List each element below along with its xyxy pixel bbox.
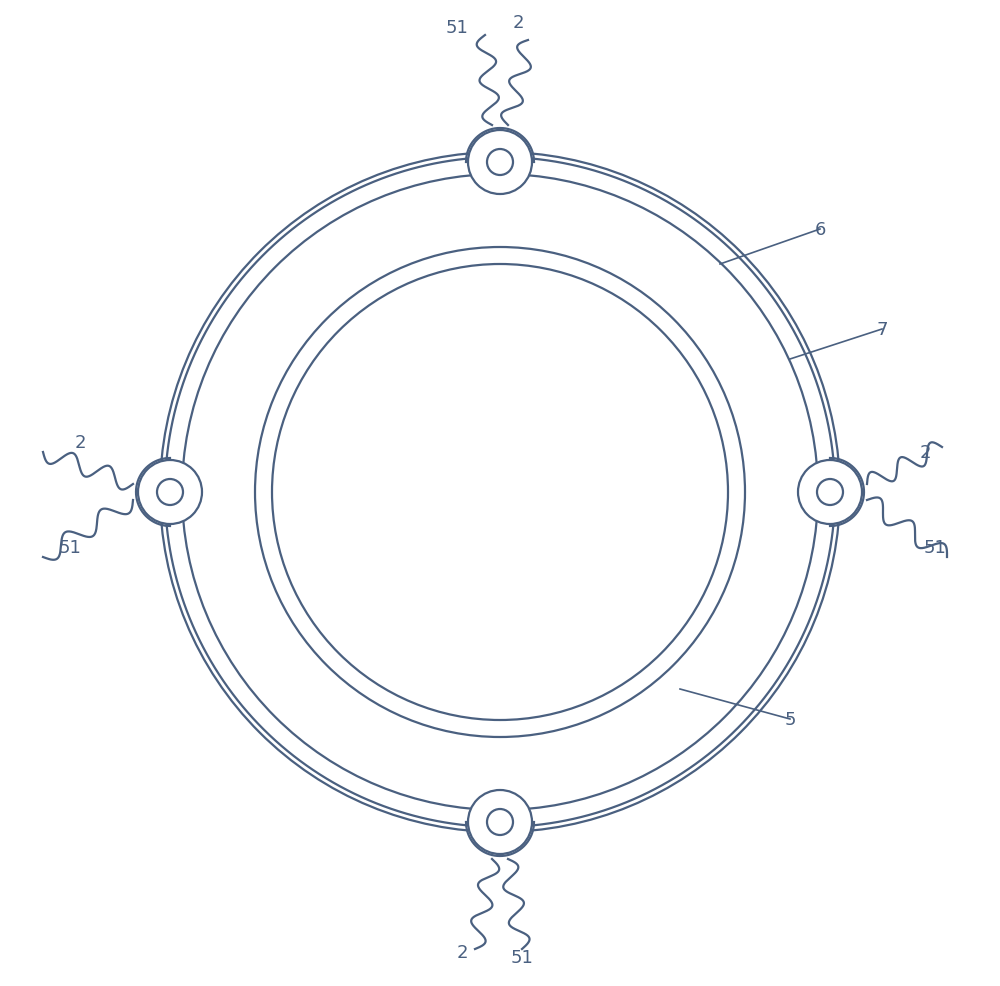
Text: 2: 2 <box>74 434 86 452</box>
Circle shape <box>138 460 202 525</box>
Circle shape <box>157 479 183 506</box>
Circle shape <box>817 479 843 506</box>
Text: 2: 2 <box>919 444 931 461</box>
Text: 5: 5 <box>784 710 796 729</box>
Circle shape <box>468 790 532 854</box>
Circle shape <box>468 131 532 195</box>
Circle shape <box>798 460 862 525</box>
Circle shape <box>487 150 513 176</box>
Text: 51: 51 <box>924 538 946 556</box>
Text: 2: 2 <box>512 14 524 32</box>
Text: 6: 6 <box>814 221 826 239</box>
Circle shape <box>487 810 513 835</box>
Text: 7: 7 <box>876 320 888 338</box>
Text: 2: 2 <box>456 943 468 961</box>
Text: 51: 51 <box>446 19 468 36</box>
Text: 51: 51 <box>511 948 533 966</box>
Text: 51: 51 <box>59 538 81 556</box>
